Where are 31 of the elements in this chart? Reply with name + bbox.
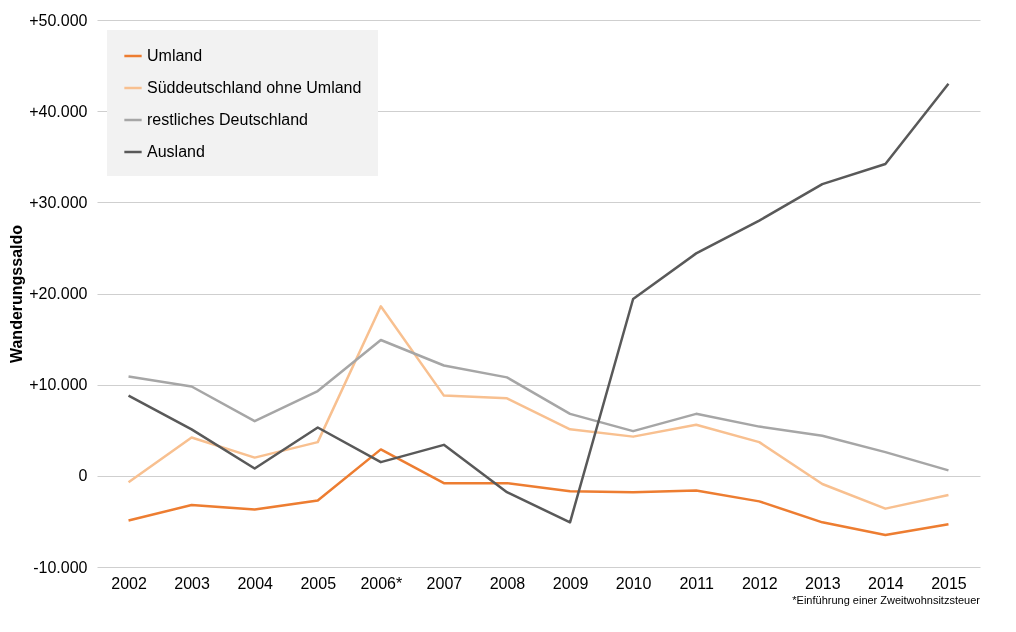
y-tick-label: +10.000: [29, 376, 88, 394]
y-tick-label: +30.000: [29, 193, 88, 211]
x-tick-label: 2002: [111, 574, 147, 592]
legend-label: restliches Deutschland: [147, 111, 308, 128]
y-tick-label: -10.000: [33, 558, 88, 576]
x-tick-label: 2015: [931, 574, 967, 592]
line-series: [127, 448, 950, 537]
x-tick-label: 2005: [300, 574, 337, 592]
x-tick-label: 2011: [679, 574, 714, 592]
legend-label: Umland: [147, 47, 203, 64]
legend-label: Ausland: [147, 143, 205, 160]
x-tick-label: 2009: [552, 574, 589, 592]
y-tick-label: +40.000: [29, 102, 88, 120]
x-tick-label: 2004: [237, 574, 274, 592]
y-tick-label: +50.000: [29, 11, 88, 29]
x-tick-label: 2003: [174, 574, 211, 592]
line-series: [127, 82, 950, 524]
x-tick-label: 2008: [489, 574, 526, 592]
y-tick-label: +20.000: [29, 285, 88, 302]
y-axis-title: Wanderungssaldo: [8, 224, 26, 364]
text: *Einführung einer Zweitwohnsitzsteuer: [792, 594, 981, 606]
x-tick-label: 2012: [741, 574, 778, 592]
x-tick-label: 2010: [615, 574, 652, 592]
x-tick-label: 2013: [805, 574, 841, 592]
x-tick-label: 2014: [868, 574, 904, 592]
x-tick-label: 2006*: [360, 574, 403, 592]
legend-label: Süddeutschland ohne Umland: [147, 79, 362, 96]
x-tick-label: 2007: [426, 574, 463, 592]
line-series: [127, 338, 950, 472]
line-series: [127, 305, 950, 510]
y-tick-label: 0: [78, 467, 88, 485]
